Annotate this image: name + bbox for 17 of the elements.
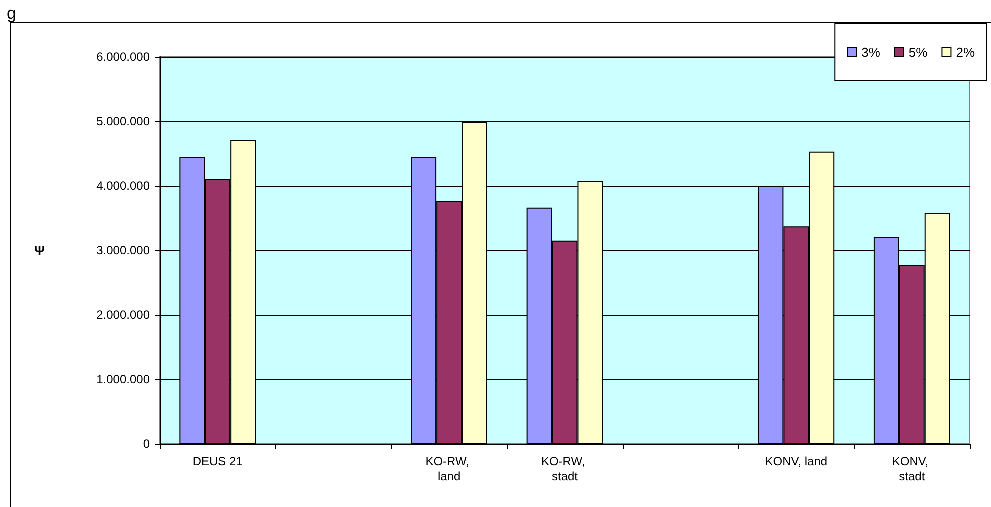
legend-label: 5% — [908, 45, 928, 60]
y-tick-label: 5.000.000 — [96, 114, 150, 128]
legend-label: 3% — [862, 45, 881, 60]
y-tick-label: 1.000.000 — [96, 372, 150, 386]
y-axis-title: Ψ — [34, 243, 45, 258]
y-tick-label: 6.000.000 — [96, 50, 150, 64]
x-tick-label: KONV, land — [765, 454, 828, 468]
y-tick-label: 4.000.000 — [96, 179, 150, 193]
legend-label: 2% — [956, 45, 976, 60]
y-tick-label: 0 — [143, 437, 150, 451]
x-tick-label: KONV, stadt — [892, 454, 932, 484]
y-tick-label: 3.000.000 — [96, 244, 150, 258]
x-tick-label: DEUS 21 — [192, 454, 244, 468]
x-tick-label: KO-RW, stadt — [541, 454, 589, 484]
y-tick-label: 2.000.000 — [96, 308, 150, 322]
text: g — [7, 4, 16, 23]
x-tick-label: KO-RW, land — [426, 454, 473, 484]
